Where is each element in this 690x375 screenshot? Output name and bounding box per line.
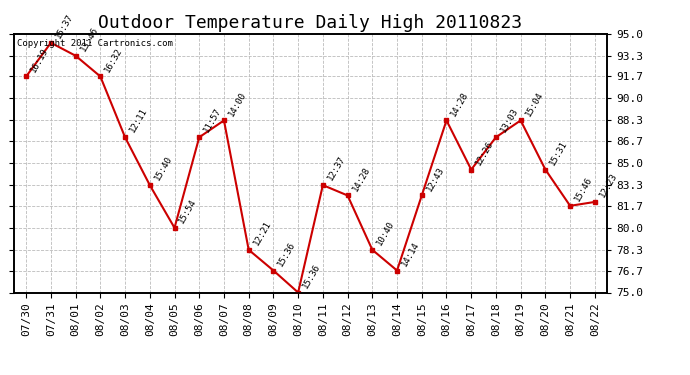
Text: 15:36: 15:36: [301, 262, 322, 290]
Text: 12:23: 12:23: [598, 171, 619, 199]
Text: 15:31: 15:31: [548, 139, 569, 167]
Text: 14:00: 14:00: [227, 90, 248, 118]
Text: 15:04: 15:04: [524, 90, 544, 118]
Text: 13:03: 13:03: [499, 107, 520, 135]
Text: 12:21: 12:21: [251, 219, 273, 247]
Text: 15:40: 15:40: [152, 154, 174, 182]
Text: 16:19: 16:19: [29, 46, 50, 74]
Text: 16:32: 16:32: [103, 46, 124, 74]
Text: 14:28: 14:28: [351, 165, 372, 193]
Title: Outdoor Temperature Daily High 20110823: Outdoor Temperature Daily High 20110823: [99, 14, 522, 32]
Text: 15:36: 15:36: [276, 240, 297, 268]
Text: 13:46: 13:46: [79, 25, 99, 53]
Text: 12:11: 12:11: [128, 107, 149, 135]
Text: 15:46: 15:46: [573, 175, 594, 203]
Text: 11:57: 11:57: [202, 107, 224, 135]
Text: 12:43: 12:43: [424, 165, 446, 193]
Text: 12:37: 12:37: [326, 154, 347, 182]
Text: 14:14: 14:14: [400, 240, 421, 268]
Text: 15:54: 15:54: [177, 197, 199, 225]
Text: 12:26: 12:26: [474, 139, 495, 167]
Text: 15:37: 15:37: [54, 12, 75, 40]
Text: 10:40: 10:40: [375, 219, 396, 247]
Text: 14:28: 14:28: [449, 90, 471, 118]
Text: Copyright 2011 Cartronics.com: Copyright 2011 Cartronics.com: [17, 39, 172, 48]
